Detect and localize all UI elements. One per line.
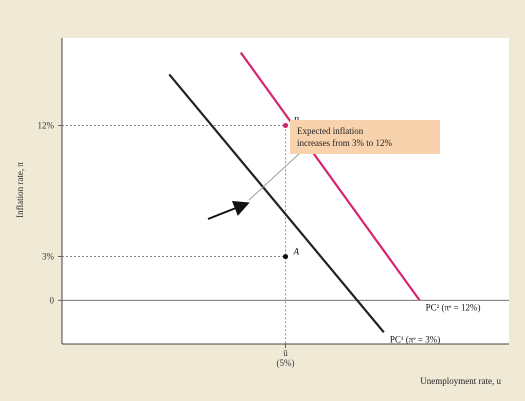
curve-label-2: PC² (πᵉ = 12%)	[426, 302, 481, 312]
phillips-curve-line-1	[168, 73, 385, 334]
annotation-pointer	[248, 152, 301, 201]
y-tick-label: 12%	[38, 120, 55, 130]
shift-arrow	[207, 200, 250, 220]
y-tick-label: 3%	[42, 252, 55, 262]
curve-labels: PC¹ (πᵉ = 3%) PC² (πᵉ = 12%)	[390, 302, 481, 344]
tick-labels: 0 3% 12% ū(5%)	[38, 120, 295, 368]
point-a	[282, 253, 289, 260]
point-label-a: A	[293, 247, 300, 257]
annotation: Expected inflation increases from 3% to 1…	[207, 120, 440, 220]
guide-lines	[62, 125, 509, 344]
series-lines	[168, 51, 421, 334]
annotation-line-2: increases from 3% to 12%	[297, 138, 392, 148]
x-axis-title: Unemployment rate, u	[420, 376, 501, 386]
x-tick-label: ū	[283, 348, 288, 358]
curve-label-1: PC¹ (πᵉ = 3%)	[390, 334, 440, 344]
x-tick-sublabel: (5%)	[277, 358, 295, 368]
y-axis-title: Inflation rate, π	[15, 162, 25, 218]
annotation-box	[290, 120, 440, 154]
y-tick-label: 0	[50, 295, 55, 305]
phillips-curve-line-2	[239, 51, 421, 301]
annotation-line-1: Expected inflation	[297, 126, 364, 136]
point-b	[282, 122, 289, 129]
